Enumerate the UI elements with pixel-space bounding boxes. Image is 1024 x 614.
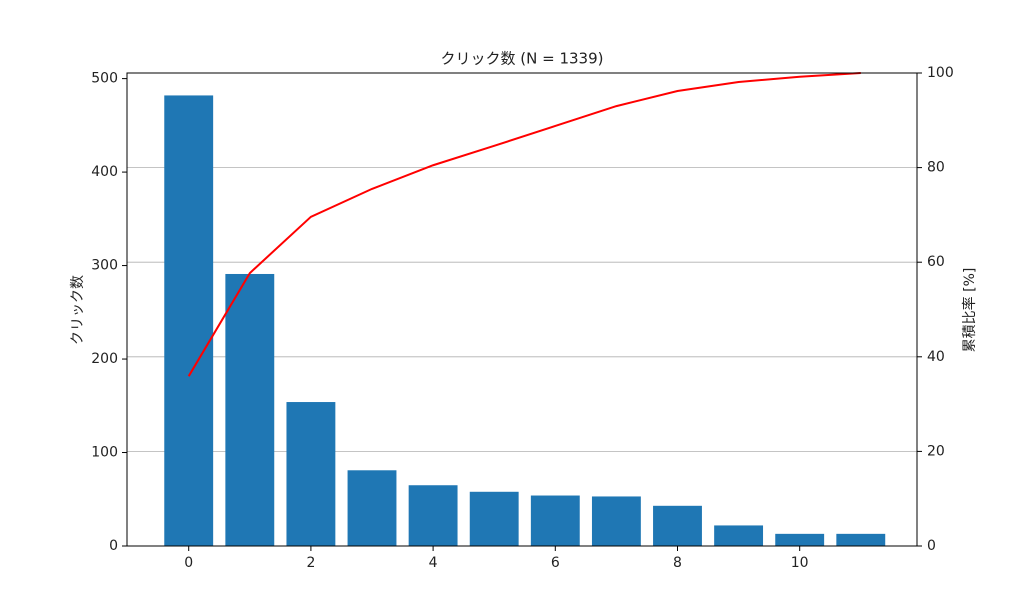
bar [347,470,397,546]
y2-tick-label: 40 [927,349,945,365]
y2-tick-label: 60 [927,254,945,270]
y2-tick-label: 0 [927,538,936,554]
bar [653,505,702,546]
x-tick-label: 2 [306,555,315,571]
bar [530,495,580,546]
x-tick-label: 6 [551,555,560,571]
bar [164,95,214,546]
bar [286,402,336,546]
y-tick-label: 100 [91,445,118,461]
bar [408,485,458,546]
x-tick-label: 4 [429,555,438,571]
y-tick-label: 400 [91,164,118,180]
cumulative-line [187,72,861,377]
y-tick-label: 300 [91,258,118,274]
bar [225,273,275,546]
y-tick-label: 200 [91,351,118,367]
x-tick-label: 10 [791,555,809,571]
plot-frame [126,72,918,547]
y-axis-label: クリック数 [70,275,86,345]
bar [836,533,886,546]
bar [591,496,641,546]
y-tick-label: 500 [91,71,118,87]
y2-axis-label: 累積比率 [%] [961,268,978,353]
x-tick-label: 8 [673,555,682,571]
x-tick-label: 0 [184,555,193,571]
y2-tick-label: 20 [927,443,945,459]
bar [775,533,825,546]
bar [714,525,764,546]
bar [469,491,519,546]
y2-tick-label: 100 [927,65,954,81]
y2-tick-label: 80 [927,160,945,176]
y-tick-label: 0 [109,538,118,554]
chart-title: クリック数 (N = 1339) [441,50,604,68]
